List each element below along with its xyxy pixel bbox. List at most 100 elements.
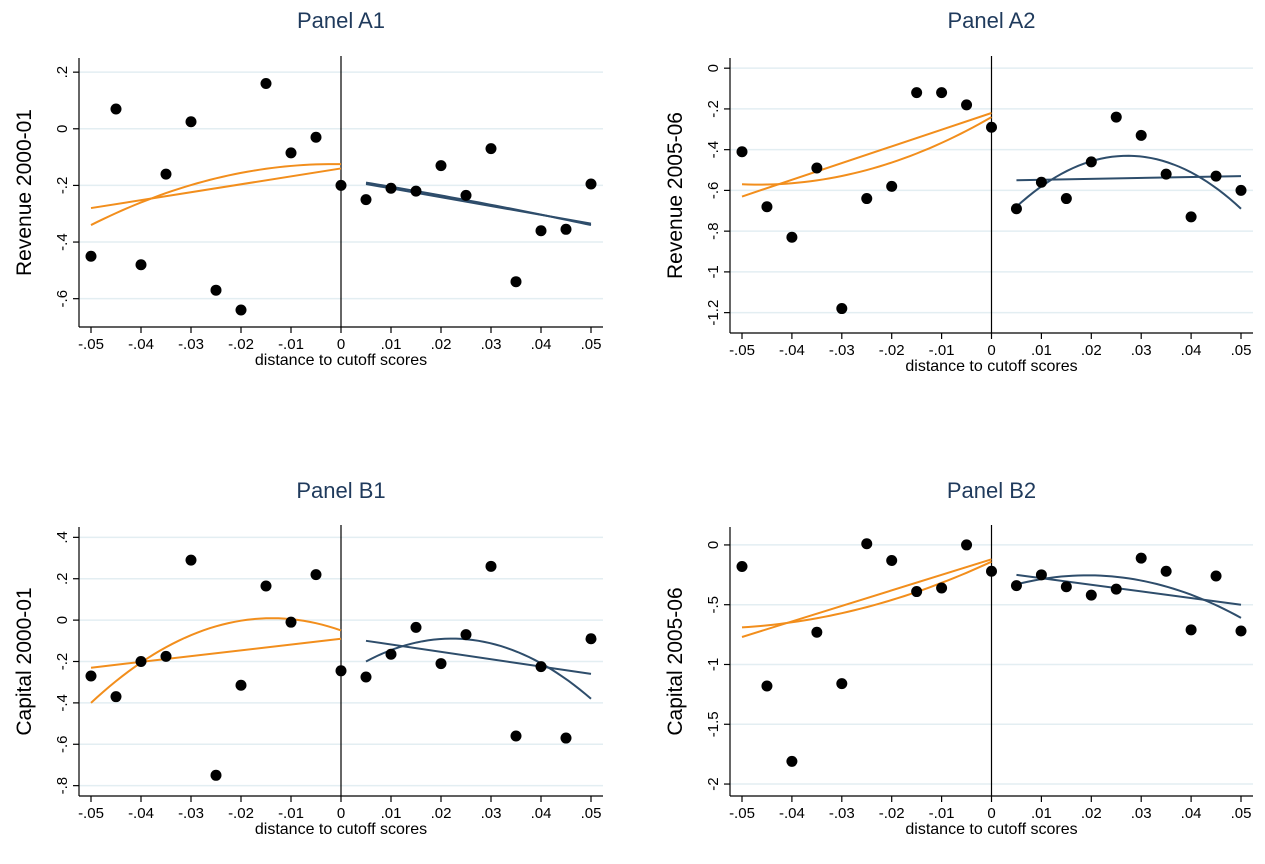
data-point xyxy=(460,189,472,201)
data-point xyxy=(185,554,197,566)
data-point xyxy=(1210,170,1222,182)
data-point xyxy=(585,178,597,190)
fit-left-quadratic xyxy=(741,116,992,186)
data-point xyxy=(485,560,497,572)
data-point xyxy=(360,671,372,683)
data-point xyxy=(335,179,347,191)
data-point xyxy=(285,616,297,628)
data-point xyxy=(861,193,873,205)
data-point xyxy=(936,582,948,594)
data-point xyxy=(1110,111,1122,123)
data-point xyxy=(1110,583,1122,595)
data-point xyxy=(1035,176,1047,188)
data-point xyxy=(1185,624,1197,636)
y-tick-label: .2 xyxy=(54,66,71,79)
data-point xyxy=(1135,552,1147,564)
y-tick-label: -.4 xyxy=(705,141,722,159)
data-point xyxy=(1085,589,1097,601)
fit-left-quadratic xyxy=(90,617,342,704)
y-tick-label: -.4 xyxy=(54,694,71,712)
x-tick-label: -.02 xyxy=(228,805,254,822)
x-tick-label: .04 xyxy=(531,336,552,353)
x-tick-label: .04 xyxy=(1181,342,1202,359)
fit-left-linear xyxy=(90,167,342,210)
data-point xyxy=(310,131,322,143)
data-point xyxy=(861,538,873,550)
x-tick-label: -.03 xyxy=(829,805,855,822)
data-point xyxy=(736,560,748,572)
x-tick-label: .05 xyxy=(581,336,602,353)
x-tick-label: -.04 xyxy=(128,336,154,353)
y-tick-label: .2 xyxy=(54,572,71,585)
data-point xyxy=(510,276,522,288)
data-point xyxy=(535,225,547,237)
panel-b2: Panel B2 -2 -1.5 -1 -.5 0 -.05 -.04 -.03 -.02 -.01… xyxy=(664,478,1253,838)
panel-title: Panel B2 xyxy=(947,478,1036,503)
panel-title: Panel A1 xyxy=(297,8,385,33)
data-point xyxy=(260,77,272,89)
x-tick-label: -.05 xyxy=(729,342,755,359)
x-tick-label: -.02 xyxy=(228,336,254,353)
data-point xyxy=(1010,580,1022,592)
fit-left-quadratic xyxy=(90,163,342,226)
data-point xyxy=(1060,193,1072,205)
x-tick-label: .04 xyxy=(531,805,552,822)
y-tick-label: -.4 xyxy=(54,233,71,251)
data-point xyxy=(510,730,522,742)
data-point xyxy=(1035,569,1047,581)
data-point xyxy=(110,103,122,115)
x-tick-label: .02 xyxy=(1081,805,1102,822)
x-tick-label: .03 xyxy=(1131,805,1152,822)
data-point xyxy=(560,732,572,744)
fit-right-linear xyxy=(1016,175,1242,182)
data-point xyxy=(1085,156,1097,168)
data-point xyxy=(986,565,997,577)
data-point xyxy=(1010,203,1022,215)
y-tick-label: -1 xyxy=(705,265,722,278)
y-tick-label: -.2 xyxy=(705,100,722,118)
data-point xyxy=(235,304,247,316)
x-tick-label: .01 xyxy=(1031,805,1052,822)
data-point xyxy=(736,146,748,158)
fit-left-linear xyxy=(741,558,992,638)
data-point xyxy=(836,678,848,690)
data-point xyxy=(335,665,347,677)
x-tick-label: 0 xyxy=(337,336,345,353)
data-point xyxy=(435,160,447,172)
x-axis-label: distance to cutoff scores xyxy=(255,821,427,838)
data-point xyxy=(886,180,898,192)
data-point xyxy=(911,586,923,598)
data-point xyxy=(1235,184,1247,196)
y-axis-label: Revenue 2005-06 xyxy=(664,112,687,279)
data-point xyxy=(761,680,773,692)
y-tick-label: -.8 xyxy=(705,222,722,240)
x-tick-label: .05 xyxy=(1231,342,1252,359)
data-point xyxy=(185,116,197,128)
fit-right-linear xyxy=(365,639,592,675)
fit-right-quadratic xyxy=(1015,154,1242,210)
x-tick-label: .04 xyxy=(1181,805,1202,822)
x-tick-label: .05 xyxy=(1231,805,1252,822)
data-point xyxy=(761,201,773,213)
data-point xyxy=(160,650,172,662)
data-point xyxy=(1060,581,1072,593)
data-point xyxy=(1185,211,1197,223)
x-tick-label: -.01 xyxy=(278,336,304,353)
x-tick-label: .05 xyxy=(581,805,602,822)
data-point xyxy=(360,194,372,206)
x-tick-label: -.02 xyxy=(879,805,905,822)
fit-left-linear xyxy=(741,112,992,198)
data-point xyxy=(160,168,172,180)
data-point xyxy=(460,629,472,641)
data-point xyxy=(85,670,97,682)
data-point xyxy=(836,303,848,315)
y-tick-label: 0 xyxy=(54,125,71,133)
x-tick-label: -.01 xyxy=(278,805,304,822)
panel-a2: Panel A2 -1.2 -1 -.8 -.6 -.4 -.2 0 -.05 -.04 -.03 -… xyxy=(664,8,1253,375)
data-point xyxy=(210,769,222,781)
y-tick-label: -.5 xyxy=(705,596,722,614)
x-tick-label: -.04 xyxy=(779,342,805,359)
y-tick-label: 0 xyxy=(705,64,722,72)
y-tick-label: 0 xyxy=(705,541,722,549)
